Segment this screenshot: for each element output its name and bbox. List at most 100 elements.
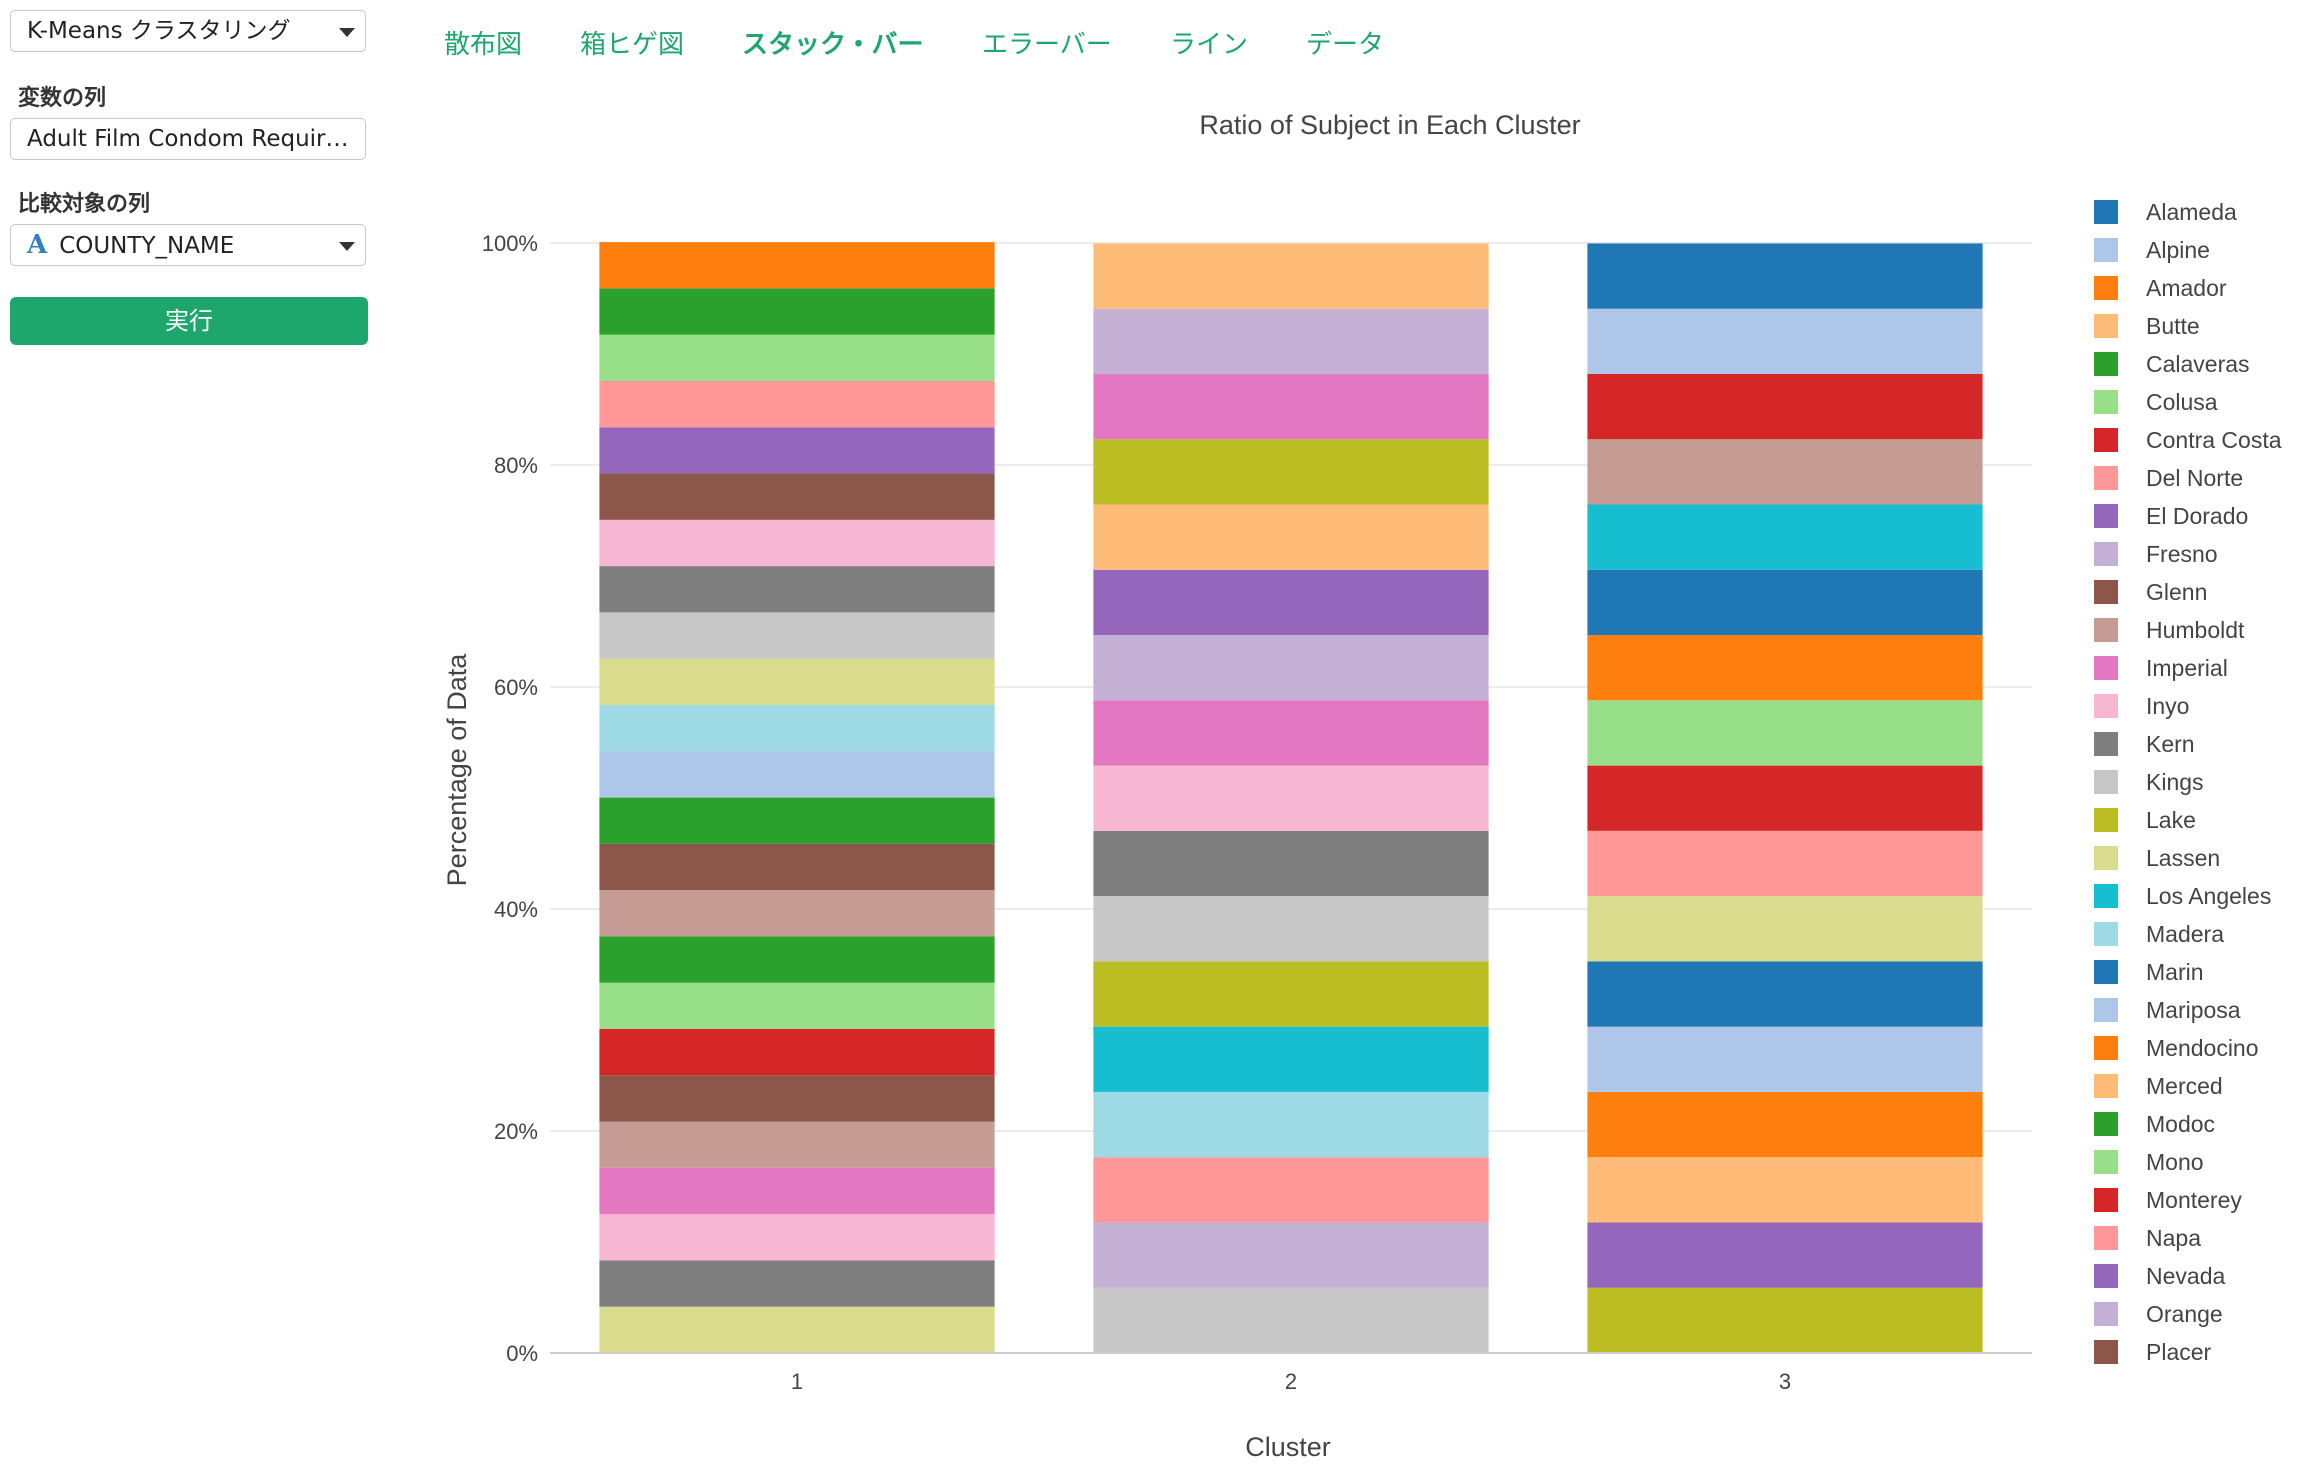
legend-item[interactable]: Orange: [2094, 1301, 2223, 1327]
legend-item[interactable]: Imperial: [2094, 655, 2228, 681]
legend-item[interactable]: Mono: [2094, 1149, 2204, 1175]
legend-item[interactable]: Los Angeles: [2094, 883, 2271, 909]
bar-segment[interactable]: [1587, 504, 1983, 570]
bar-segment[interactable]: [1587, 830, 1983, 897]
bar-segment[interactable]: [1093, 308, 1489, 374]
bar-segment[interactable]: [1587, 1091, 1983, 1158]
tab-stacked-bar[interactable]: スタック・バー: [742, 30, 924, 60]
tab-boxplot[interactable]: 箱ヒゲ図: [580, 30, 685, 60]
bar-segment[interactable]: [599, 612, 995, 659]
bar-segment[interactable]: [1093, 243, 1489, 309]
bar-segment[interactable]: [1587, 1157, 1983, 1223]
bar-segment[interactable]: [599, 1121, 995, 1168]
bar-segment[interactable]: [1587, 243, 1983, 309]
bar-segment[interactable]: [599, 242, 995, 289]
bar-segment[interactable]: [599, 1167, 995, 1215]
legend-item[interactable]: Placer: [2094, 1339, 2212, 1365]
legend-item[interactable]: Amador: [2094, 275, 2227, 301]
legend-item[interactable]: Colusa: [2094, 389, 2218, 415]
bar-segment[interactable]: [599, 704, 995, 752]
bar-segment[interactable]: [1093, 896, 1489, 962]
bar-segment[interactable]: [1587, 569, 1983, 636]
bar-segment[interactable]: [1093, 700, 1489, 766]
bar-segment[interactable]: [599, 519, 995, 567]
legend-item[interactable]: Modoc: [2094, 1111, 2215, 1137]
legend-item[interactable]: Fresno: [2094, 541, 2218, 567]
bar-segment[interactable]: [1093, 1222, 1489, 1288]
variable-column-field[interactable]: Adult Film Condom Requir…: [10, 118, 366, 160]
bar-segment[interactable]: [599, 1075, 995, 1122]
legend-item[interactable]: Lake: [2094, 807, 2196, 833]
bar-segment[interactable]: [599, 473, 995, 520]
bar-segment[interactable]: [1093, 504, 1489, 570]
legend-item[interactable]: Mariposa: [2094, 997, 2241, 1023]
legend-item[interactable]: Contra Costa: [2094, 427, 2282, 453]
bar-segment[interactable]: [599, 288, 995, 335]
run-button[interactable]: 実行: [10, 297, 368, 345]
bar-segment[interactable]: [1587, 373, 1983, 440]
bar-segment[interactable]: [1093, 830, 1489, 897]
legend-item[interactable]: El Dorado: [2094, 503, 2248, 529]
bar-segment[interactable]: [1093, 439, 1489, 505]
bar-segment[interactable]: [1587, 635, 1983, 701]
bar-segment[interactable]: [599, 1028, 995, 1076]
bar-segment[interactable]: [1093, 961, 1489, 1027]
bar-segment[interactable]: [1093, 1091, 1489, 1158]
bar-segment[interactable]: [599, 334, 995, 381]
bar-segment[interactable]: [1587, 961, 1983, 1027]
legend-item[interactable]: Kings: [2094, 769, 2204, 795]
bar-segment[interactable]: [1093, 373, 1489, 440]
bar-segment[interactable]: [1093, 1157, 1489, 1223]
bar-segment[interactable]: [1587, 896, 1983, 962]
legend-item[interactable]: Mendocino: [2094, 1035, 2259, 1061]
bar-segment[interactable]: [599, 380, 995, 428]
y-tick-label: 80%: [494, 453, 538, 478]
legend-item[interactable]: Nevada: [2094, 1263, 2225, 1289]
legend-item[interactable]: Alpine: [2094, 237, 2210, 263]
bar-segment[interactable]: [599, 566, 995, 613]
bar-segment[interactable]: [599, 658, 995, 705]
tab-data[interactable]: データ: [1306, 30, 1385, 60]
legend-item[interactable]: Del Norte: [2094, 465, 2243, 491]
legend-item[interactable]: Merced: [2094, 1073, 2223, 1099]
bar-segment[interactable]: [599, 751, 995, 798]
bar-segment[interactable]: [1093, 569, 1489, 636]
legend-item[interactable]: Alameda: [2094, 199, 2237, 225]
bar-segment[interactable]: [599, 843, 995, 891]
bar-segment[interactable]: [599, 1306, 995, 1353]
bar-segment[interactable]: [599, 890, 995, 937]
bar-segment[interactable]: [599, 982, 995, 1029]
legend-item[interactable]: Inyo: [2094, 693, 2189, 719]
legend-item[interactable]: Humboldt: [2094, 617, 2245, 643]
tab-scatter[interactable]: 散布図: [444, 30, 523, 60]
bar-segment[interactable]: [1587, 1026, 1983, 1092]
bar-segment[interactable]: [1587, 1222, 1983, 1288]
bar-segment[interactable]: [1093, 635, 1489, 701]
legend-item[interactable]: Calaveras: [2094, 351, 2250, 377]
bar-segment[interactable]: [1093, 765, 1489, 831]
legend-item[interactable]: Butte: [2094, 313, 2200, 339]
bar-segment[interactable]: [1093, 1026, 1489, 1092]
bar-segment[interactable]: [1093, 1287, 1489, 1353]
bar-segment[interactable]: [599, 936, 995, 983]
bar-segment[interactable]: [599, 1214, 995, 1261]
legend-item[interactable]: Lassen: [2094, 845, 2220, 871]
legend-item[interactable]: Glenn: [2094, 579, 2207, 605]
bar-segment[interactable]: [599, 797, 995, 844]
legend-item[interactable]: Kern: [2094, 731, 2195, 757]
bar-segment[interactable]: [1587, 308, 1983, 374]
compare-column-select[interactable]: A COUNTY_NAME: [10, 224, 366, 266]
legend-item[interactable]: Monterey: [2094, 1187, 2242, 1213]
legend-item[interactable]: Marin: [2094, 959, 2204, 985]
bar-segment[interactable]: [599, 1260, 995, 1307]
legend-item[interactable]: Napa: [2094, 1225, 2201, 1251]
legend-item[interactable]: Madera: [2094, 921, 2224, 947]
bar-segment[interactable]: [1587, 439, 1983, 505]
tab-error-bar[interactable]: エラーバー: [982, 30, 1112, 60]
bar-segment[interactable]: [1587, 1287, 1983, 1353]
bar-segment[interactable]: [1587, 765, 1983, 831]
algorithm-select[interactable]: K-Means クラスタリング: [10, 10, 366, 52]
bar-segment[interactable]: [1587, 700, 1983, 766]
bar-segment[interactable]: [599, 427, 995, 474]
tab-line[interactable]: ライン: [1170, 30, 1249, 60]
